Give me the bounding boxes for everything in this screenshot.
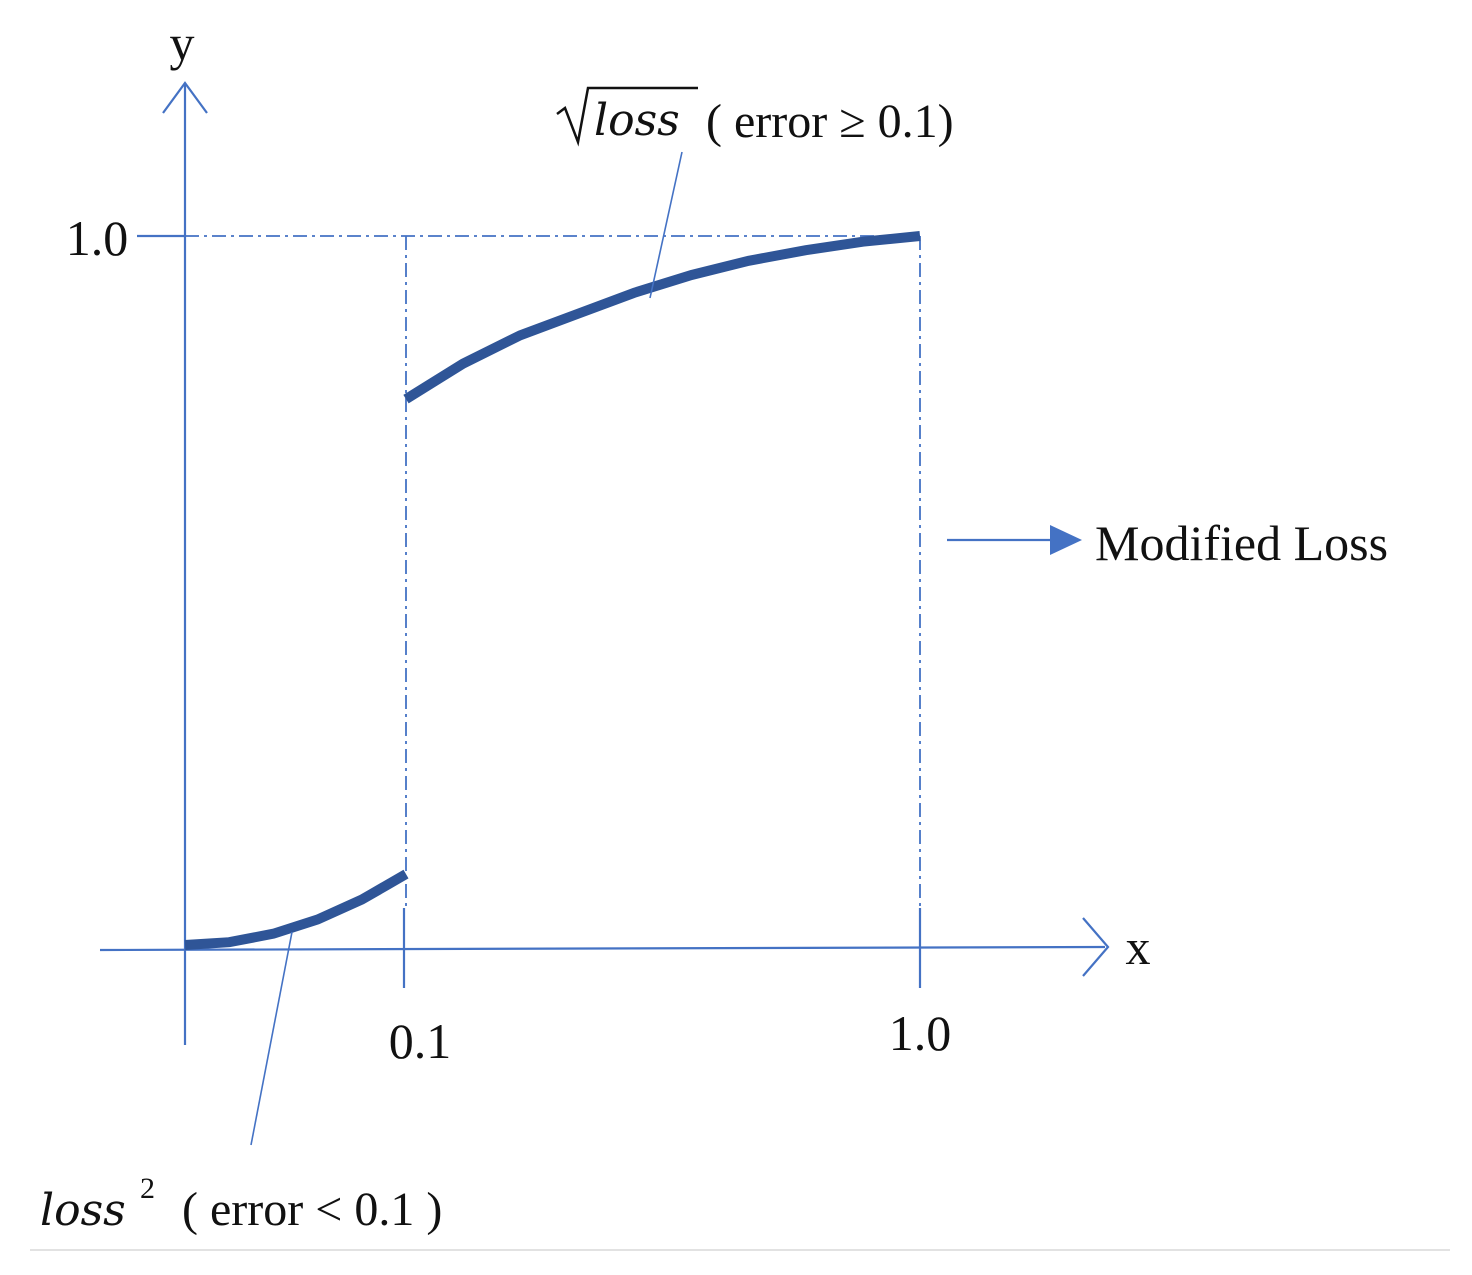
legend-label: Modified Loss: [1095, 515, 1388, 571]
sqrt-loss-condition: ( error ≥ 0.1): [706, 95, 954, 148]
y-axis-label: y: [170, 15, 195, 71]
loss-squared-superscript: 2: [140, 1172, 155, 1205]
legend-arrowhead: [1050, 525, 1082, 555]
annotation-sqrt-loss: loss ( error ≥ 0.1): [556, 86, 954, 299]
y-axis-arrowhead: [162, 81, 208, 114]
loss-squared-leader: [250, 931, 293, 1146]
legend: Modified Loss: [947, 515, 1388, 571]
loss-squared-math: loss: [40, 1185, 126, 1236]
axes: [99, 81, 1110, 1045]
sqrt-loss-leader: [649, 151, 683, 299]
reference-lines: [185, 235, 921, 908]
sqrt-radical-sign: [556, 86, 698, 147]
sqrt-loss-math: loss: [594, 95, 680, 146]
x-tick-label-1-0: 1.0: [889, 1005, 952, 1061]
series-line-1: [184, 869, 409, 950]
series-line-2: [403, 231, 921, 404]
x-axis-label: x: [1126, 919, 1151, 975]
y-tick-label-1-0: 1.0: [66, 210, 129, 266]
loss-squared-condition: ( error < 0.1 ): [182, 1183, 442, 1236]
x-axis: [99, 945, 1106, 952]
annotation-loss-squared: loss 2 ( error < 0.1 ): [40, 931, 442, 1236]
x-axis-arrowhead: [1082, 917, 1110, 977]
series-group: [184, 231, 921, 950]
x-tick-label-0-1: 0.1: [389, 1013, 452, 1069]
